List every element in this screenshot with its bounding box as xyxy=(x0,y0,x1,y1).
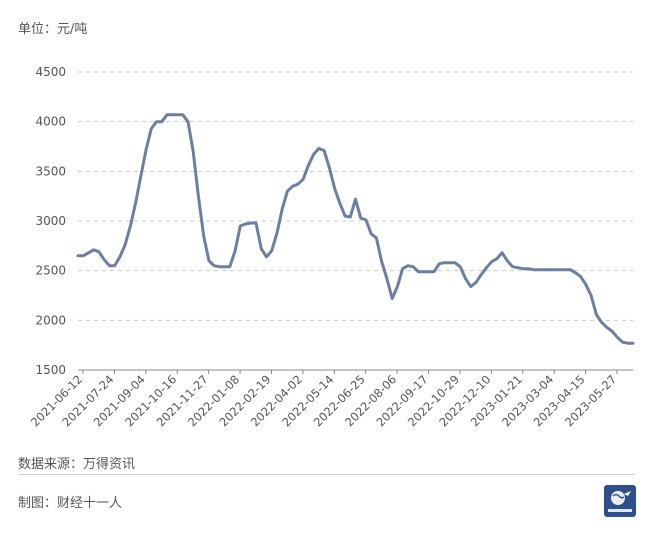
chart-maker: 制图：财经十一人 xyxy=(18,496,123,511)
y-tick-label: 1500 xyxy=(35,363,66,377)
line-chart: 1500 2000 2500 3000 3500 4000 4500 2021-06-122… xyxy=(28,65,635,429)
grid-layer xyxy=(78,71,633,371)
y-tick-label: 2500 xyxy=(35,264,66,278)
y-tick-label: 3000 xyxy=(35,214,66,228)
y-axis: 1500 2000 2500 3000 3500 4000 4500 xyxy=(35,65,66,377)
publisher-logo xyxy=(604,485,636,517)
y-tick-label: 4000 xyxy=(35,115,66,129)
y-tick-label: 3500 xyxy=(35,164,66,178)
divider xyxy=(18,474,635,475)
unit-label: 单位：元/吨 xyxy=(18,22,88,37)
x-axis: 2021-06-122021-07-242021-09-042021-10-16… xyxy=(28,370,619,429)
data-source: 数据来源：万得资讯 xyxy=(18,457,136,472)
series-layer xyxy=(76,113,635,345)
y-tick-label: 2000 xyxy=(35,313,66,327)
series-line-0 xyxy=(76,113,635,345)
y-tick-label: 4500 xyxy=(35,65,66,79)
